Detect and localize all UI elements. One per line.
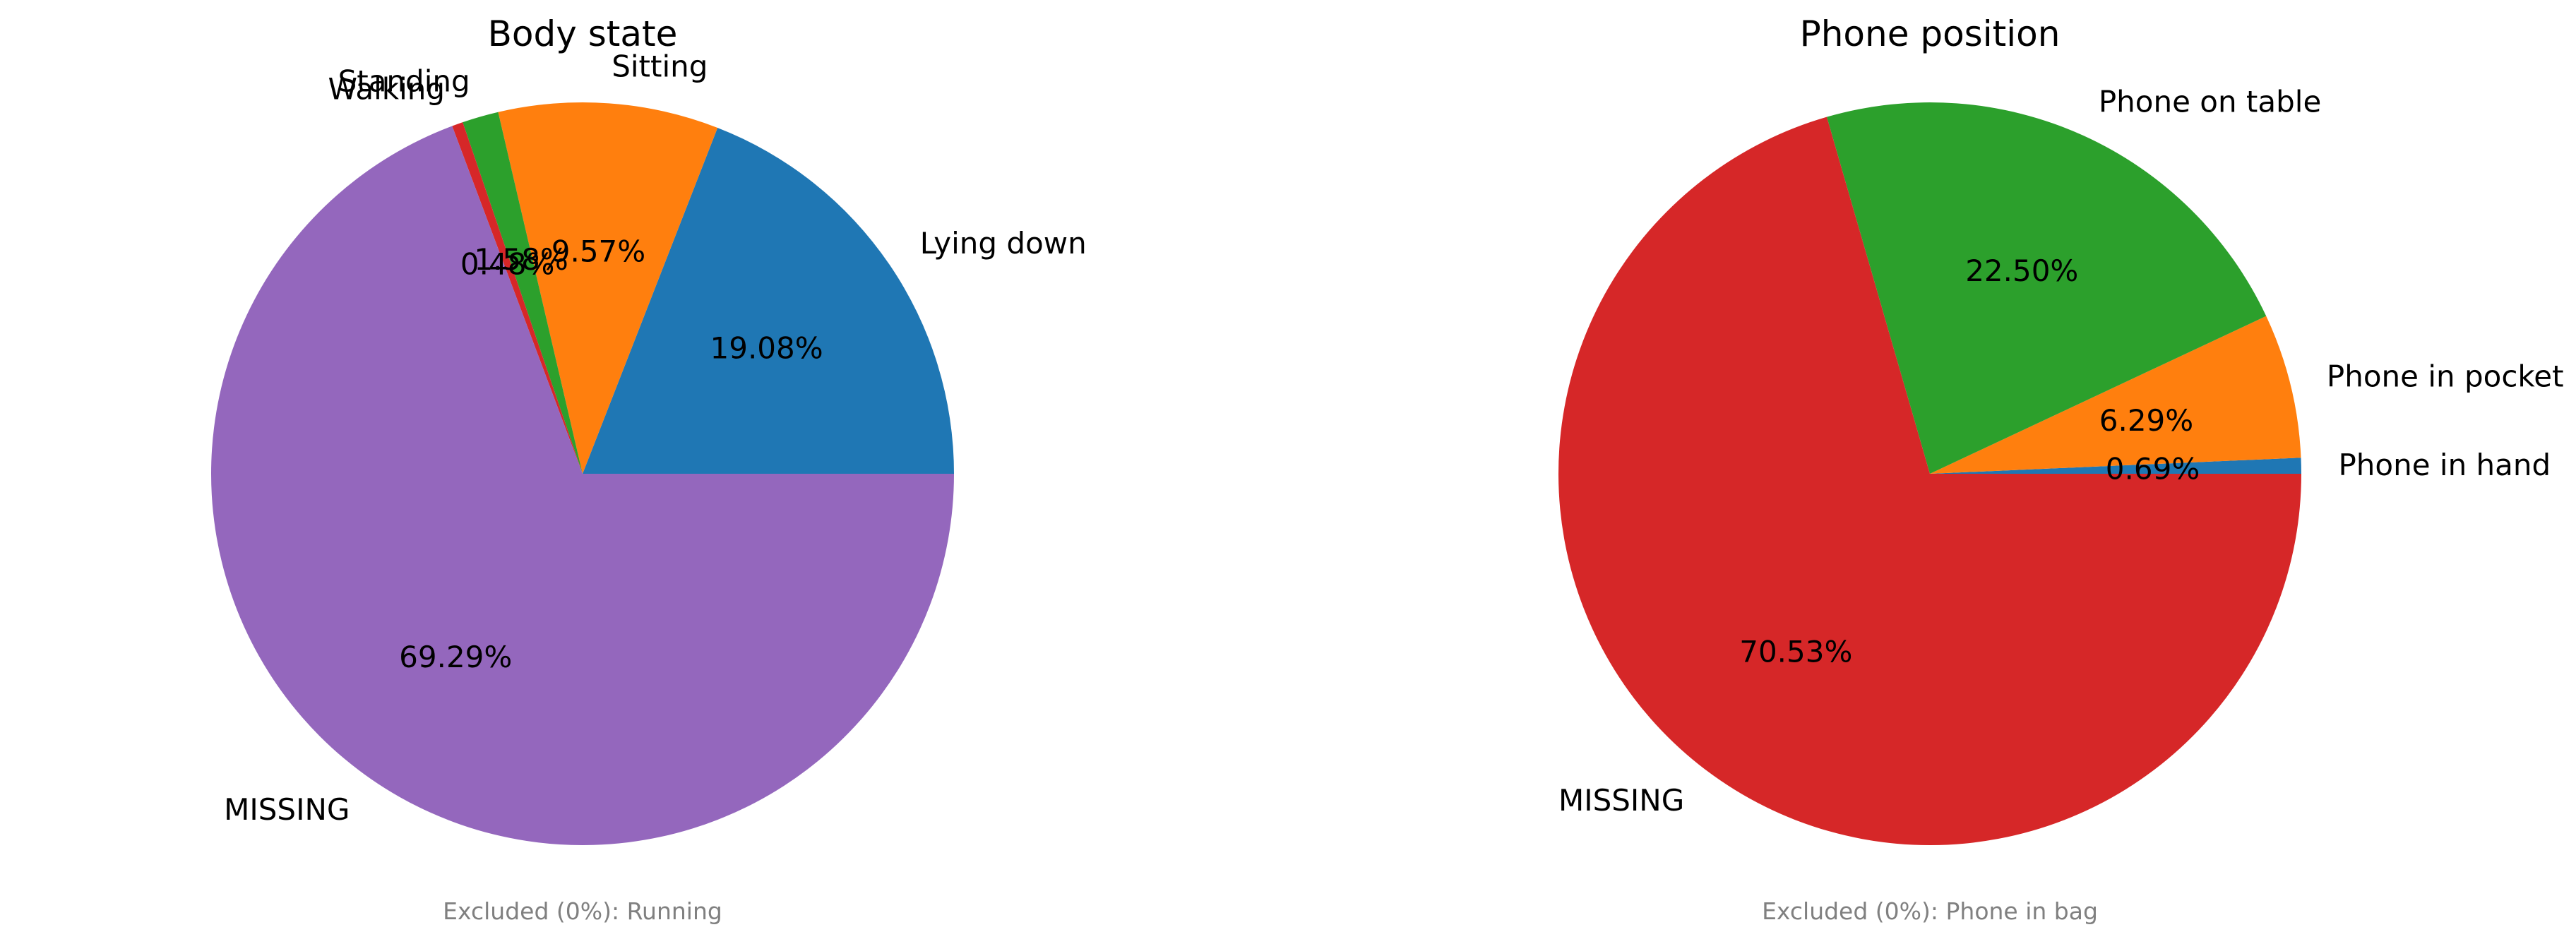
- phone-position-pie-chart: Phone position Phone in hand 0.69% Phone i…: [1558, 13, 2564, 925]
- pie-slice-phone-in-pocket: [1930, 316, 2301, 474]
- slice-label-lying-down: Lying down: [920, 226, 1087, 261]
- pie-slice-sitting: [498, 102, 718, 474]
- body-state-pie-chart: Body state Lying down 19.08% Sitting 9.57% S…: [211, 13, 1087, 925]
- slice-percent-sitting: 9.57%: [551, 234, 645, 269]
- pie-slice-phone-in-hand: [1930, 458, 2301, 474]
- slice-label-phone-in-hand: Phone in hand: [2338, 448, 2551, 482]
- excluded-note: Excluded (0%): Running: [443, 897, 722, 925]
- slice-percent-phone-on-table: 22.50%: [1965, 253, 2078, 288]
- chart-title: Phone position: [1800, 13, 2061, 54]
- slice-label-walking: Walking: [328, 72, 446, 107]
- slice-percent-missing: 69.29%: [399, 640, 512, 674]
- slice-percent-phone-in-hand: 0.69%: [2106, 452, 2200, 486]
- slice-percent-walking: 0.48%: [460, 246, 554, 281]
- pie-slice-phone-on-table: [1826, 102, 2267, 474]
- excluded-note: Excluded (0%): Phone in bag: [1762, 897, 2098, 925]
- slice-label-phone-on-table: Phone on table: [2099, 84, 2322, 119]
- pie-slice-missing: [211, 126, 954, 845]
- slice-label-missing: MISSING: [1558, 783, 1684, 818]
- slice-label-standing: Standing: [338, 64, 470, 98]
- slice-percent-standing: 1.58%: [474, 242, 568, 277]
- pie-slice-lying-down: [583, 127, 954, 474]
- slice-percent-missing: 70.53%: [1739, 635, 1852, 669]
- slice-label-sitting: Sitting: [612, 49, 708, 83]
- slice-label-missing: MISSING: [224, 792, 350, 827]
- slice-percent-phone-in-pocket: 6.29%: [2099, 403, 2193, 438]
- pie-slice-missing: [1558, 116, 2301, 846]
- pie-slice-walking: [452, 122, 583, 474]
- pie-slice-standing: [463, 112, 583, 474]
- slice-label-phone-in-pocket: Phone in pocket: [2327, 359, 2564, 393]
- slice-percent-lying-down: 19.08%: [710, 330, 823, 365]
- chart-title: Body state: [488, 13, 678, 54]
